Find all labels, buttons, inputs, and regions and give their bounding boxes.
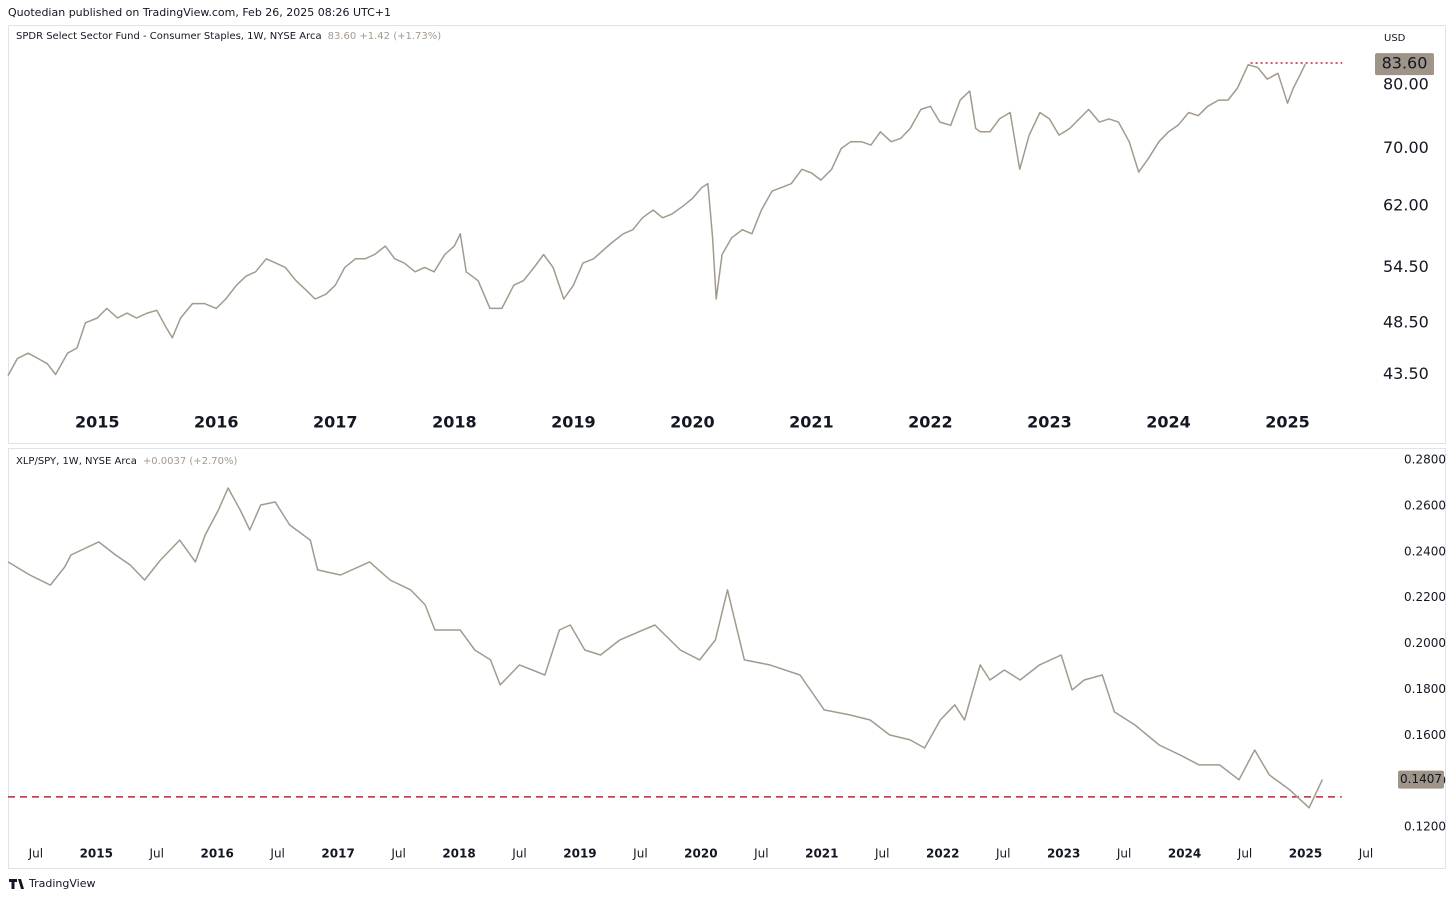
last-value-box <box>1398 770 1444 789</box>
x-tick-label: 2019 <box>551 413 596 432</box>
y-tick-label: 54.50 <box>1383 257 1429 276</box>
x-tick-label: Jul <box>269 847 284 861</box>
x-tick-label: 2020 <box>670 413 715 432</box>
x-tick-label: 2021 <box>789 413 834 432</box>
chart-title: XLP/SPY, 1W, NYSE Arca <box>16 456 137 467</box>
x-tick-label: Jul <box>1116 847 1131 861</box>
x-tick-label: Jul <box>995 847 1010 861</box>
y-tick-label: 48.50 <box>1383 312 1429 331</box>
price-line <box>7 487 1324 809</box>
x-tick-label: Jul <box>511 847 526 861</box>
x-tick-label: 2016 <box>194 413 239 432</box>
y-tick-label: 0.1800 <box>1404 682 1446 696</box>
x-tick-label: 2022 <box>926 847 959 861</box>
x-tick-label: Jul <box>632 847 647 861</box>
x-tick-label: 2017 <box>321 847 354 861</box>
x-tick-label: Jul <box>874 847 889 861</box>
y-tick-label: 43.50 <box>1383 364 1429 383</box>
quote-change: +0.0037 (+2.70%) <box>143 456 238 467</box>
last-value-box <box>1375 53 1434 76</box>
y-tick-label: 0.1200 <box>1404 820 1446 834</box>
quote-change: 83.60 +1.42 (+1.73%) <box>328 31 442 42</box>
x-tick-label: 2020 <box>684 847 717 861</box>
x-tick-label: Jul <box>148 847 163 861</box>
x-tick-label: 2022 <box>908 413 953 432</box>
panel-border <box>8 25 1446 444</box>
last-value-label: 83.60 <box>1382 54 1428 73</box>
chart-title: SPDR Select Sector Fund - Consumer Stapl… <box>16 31 322 42</box>
x-tick-label: 2024 <box>1168 847 1201 861</box>
last-value-label: 0.1407 <box>1400 772 1442 786</box>
y-tick-label: 0.2200 <box>1404 590 1446 604</box>
x-tick-label: Jul <box>390 847 405 861</box>
y-tick-label: 80.00 <box>1383 75 1429 94</box>
y-tick-label: 0.2800 <box>1404 453 1446 467</box>
x-tick-label: 2025 <box>1265 413 1310 432</box>
x-tick-label: 2018 <box>432 413 477 432</box>
price-line <box>7 63 1306 376</box>
x-tick-label: 2015 <box>80 847 113 861</box>
x-tick-label: 2018 <box>442 847 475 861</box>
publish-header: Quotedian published on TradingView.com, … <box>8 6 391 19</box>
y-tick-label: 70.00 <box>1383 138 1429 157</box>
x-tick-label: Jul <box>1237 847 1252 861</box>
x-tick-label: Jul <box>28 847 43 861</box>
x-tick-label: 2024 <box>1146 413 1191 432</box>
x-tick-label: 2016 <box>200 847 233 861</box>
panel-border <box>8 448 1446 869</box>
x-tick-label: 2025 <box>1289 847 1322 861</box>
x-tick-label: 2023 <box>1047 847 1080 861</box>
x-tick-label: 2023 <box>1027 413 1072 432</box>
x-tick-label: Jul <box>1358 847 1373 861</box>
currency-label: USD <box>1384 33 1406 44</box>
x-tick-label: 2019 <box>563 847 596 861</box>
x-tick-label: 2021 <box>805 847 838 861</box>
x-tick-label: Jul <box>753 847 768 861</box>
footer-brand: TradingView <box>28 877 95 890</box>
x-tick-label: 2015 <box>75 413 120 432</box>
y-tick-label: 0.2400 <box>1404 544 1446 558</box>
y-tick-label: 0.2600 <box>1404 498 1446 512</box>
tv-logo <box>9 879 24 889</box>
y-tick-label: 0.1600 <box>1404 728 1446 742</box>
y-tick-label: 62.00 <box>1383 196 1429 215</box>
x-tick-label: 2017 <box>313 413 358 432</box>
y-tick-label: 0.2000 <box>1404 636 1446 650</box>
